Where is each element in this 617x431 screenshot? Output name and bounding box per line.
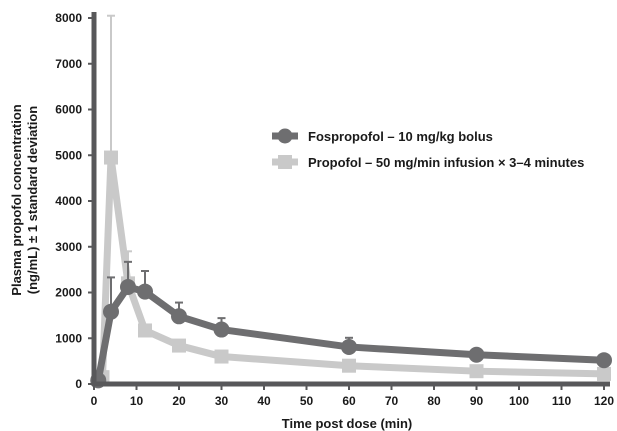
x-tick-label: 70 <box>385 394 399 408</box>
legend-propofol-marker <box>278 155 292 169</box>
x-tick-label: 10 <box>130 394 144 408</box>
x-tick-label: 110 <box>552 394 572 408</box>
y-tick-label: 8000 <box>55 11 82 25</box>
y-axis-title-line2: (ng/mL) ± 1 standard deviation <box>25 106 40 294</box>
x-tick-label: 90 <box>470 394 484 408</box>
x-tick-label: 100 <box>509 394 529 408</box>
fospropofol-point <box>468 346 485 363</box>
axes-layer <box>91 12 610 387</box>
x-tick-label: 60 <box>342 394 356 408</box>
propofol-point <box>104 150 118 165</box>
x-tick-label: 80 <box>427 394 441 408</box>
fospropofol-point <box>341 338 357 355</box>
series-layer <box>90 14 612 389</box>
x-tick-label: 0 <box>91 394 98 408</box>
legend-fospropofol-marker <box>277 128 293 144</box>
legend: Fospropofol – 10 mg/kg bolus Propofol – … <box>272 128 584 170</box>
x-tick-label: 20 <box>172 394 186 408</box>
propofol-point <box>597 366 611 381</box>
legend-propofol-label: Propofol – 50 mg/min infusion × 3–4 minu… <box>308 155 584 170</box>
y-axis-title-line1: Plasma propofol concentration <box>9 104 24 295</box>
series-propofol <box>95 14 611 385</box>
propofol-point <box>138 323 152 338</box>
y-tick-label: 4000 <box>55 194 82 208</box>
x-tick-label: 120 <box>594 394 614 408</box>
propofol-point <box>214 349 229 364</box>
fospropofol-point <box>213 321 230 338</box>
y-tick-label: 6000 <box>55 103 82 117</box>
propofol-point <box>469 364 484 379</box>
propofol-point <box>172 338 186 353</box>
y-tick-label: 5000 <box>55 148 82 162</box>
x-tick-label: 30 <box>215 394 229 408</box>
ticks-layer: 0 10 20 30 40 50 60 70 80 90 100 110 120 0 1000 2000 300… <box>55 11 614 408</box>
fospropofol-point <box>137 283 153 300</box>
fospropofol-point <box>103 303 119 320</box>
y-tick-label: 0 <box>75 377 82 391</box>
x-tick-label: 40 <box>257 394 271 408</box>
y-tick-label: 7000 <box>55 57 82 71</box>
y-tick-label: 3000 <box>55 240 82 254</box>
fospropofol-point <box>171 308 187 325</box>
x-axis-title: Time post dose (min) <box>282 416 413 431</box>
legend-fospropofol-label: Fospropofol – 10 mg/kg bolus <box>308 129 493 144</box>
y-tick-label: 2000 <box>55 286 82 300</box>
x-tick-label: 50 <box>300 394 314 408</box>
fospropofol-point <box>120 279 136 296</box>
propofol-point <box>342 358 356 373</box>
y-tick-label: 1000 <box>55 331 82 345</box>
fospropofol-point <box>596 352 612 369</box>
